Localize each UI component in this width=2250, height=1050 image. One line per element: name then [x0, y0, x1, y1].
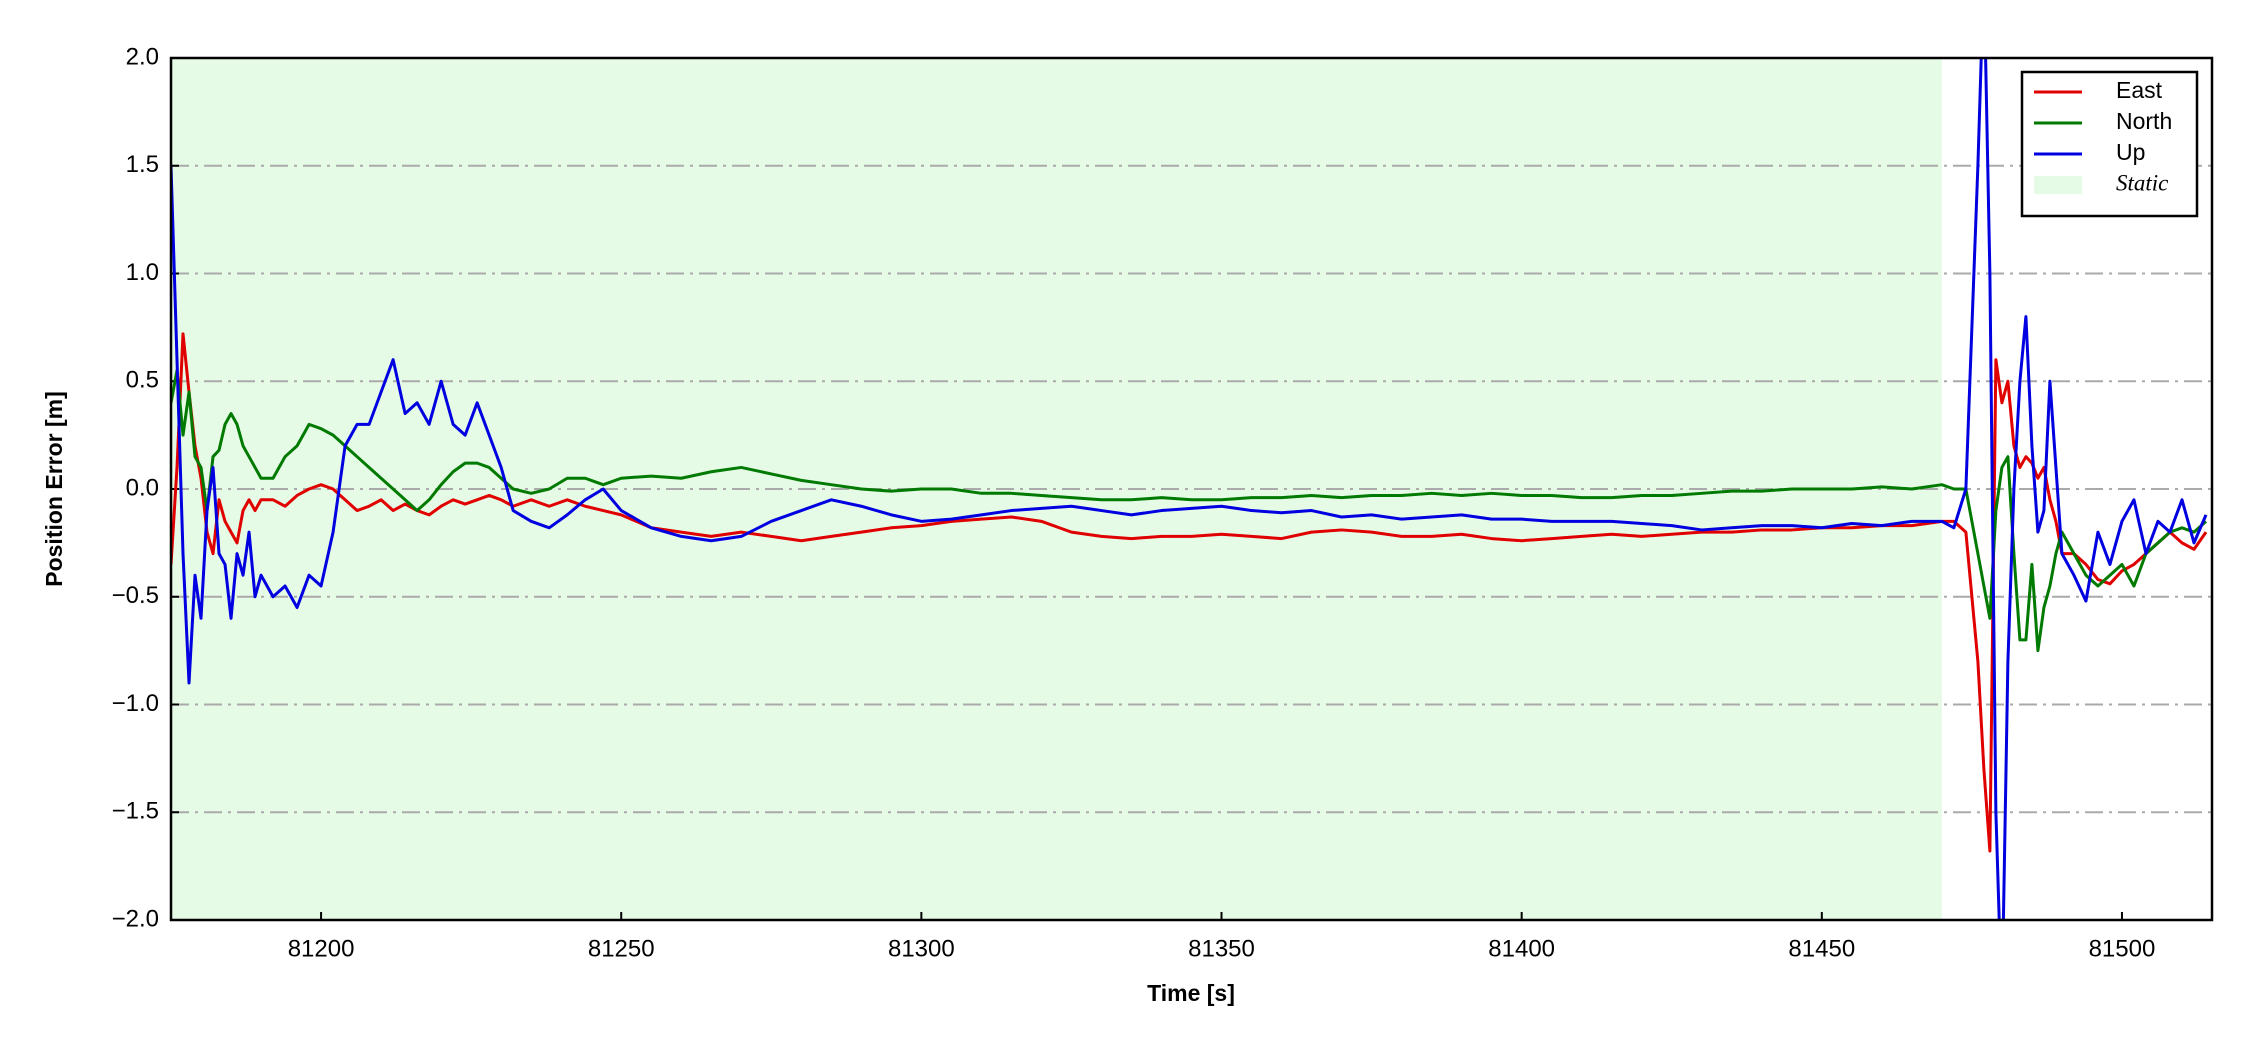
y-tick-label: 0.5 — [126, 367, 159, 394]
x-tick-label: 81500 — [2089, 935, 2156, 962]
x-tick-label: 81400 — [1488, 935, 1555, 962]
y-tick-label: 1.5 — [126, 151, 159, 178]
plot-frame — [169, 56, 2214, 922]
x-tick-label: 81250 — [588, 935, 655, 962]
x-tick-label: 81450 — [1788, 935, 1855, 962]
y-tick-label: −1.5 — [112, 798, 159, 825]
y-tick-label: −2.0 — [112, 905, 159, 932]
x-axis-title: Time [s] — [1147, 980, 1235, 1006]
y-tick-label: 2.0 — [126, 43, 159, 70]
series-line — [171, 368, 2208, 653]
legend: East North Up Static — [2020, 70, 2199, 218]
y-tick-label: 0.0 — [126, 474, 159, 501]
static-region — [171, 58, 1942, 920]
x-tick-label: 81350 — [1188, 935, 1255, 962]
legend-box — [2020, 70, 2199, 218]
legend-label: North — [2116, 108, 2172, 134]
y-tick-label: 1.0 — [126, 259, 159, 286]
legend-label: Static — [2116, 170, 2168, 195]
legend-label: Up — [2116, 139, 2145, 165]
y-tick-label: −1.0 — [112, 690, 159, 717]
plot-area — [171, 57, 2212, 921]
x-tick-label: 81300 — [888, 935, 955, 962]
legend-swatch — [2034, 176, 2082, 194]
series-line — [171, 332, 2208, 853]
series-line — [171, 58, 2208, 920]
x-tick-label: 81200 — [288, 935, 355, 962]
y-tick-label: −0.5 — [112, 582, 159, 609]
y-axis-title: Position Error [m] — [41, 391, 67, 587]
legend-label: East — [2116, 77, 2163, 103]
series-group — [171, 58, 2208, 920]
